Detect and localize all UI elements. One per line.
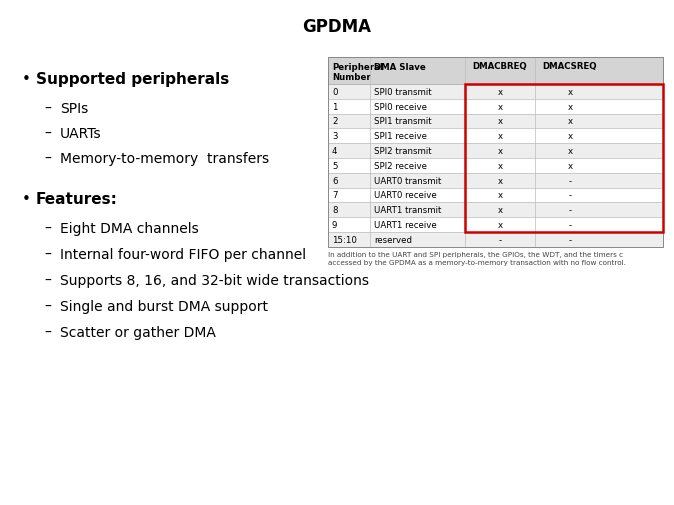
Bar bbox=[328, 218, 663, 232]
Text: 1: 1 bbox=[332, 103, 338, 112]
Text: x: x bbox=[568, 162, 572, 171]
Text: x: x bbox=[568, 88, 572, 97]
Bar bbox=[328, 159, 663, 173]
Text: Single and burst DMA support: Single and burst DMA support bbox=[60, 299, 268, 314]
Text: Features:: Features: bbox=[36, 191, 118, 207]
Bar bbox=[465, 85, 663, 232]
Text: SPI2 receive: SPI2 receive bbox=[374, 162, 427, 171]
Text: SPI1 transmit: SPI1 transmit bbox=[374, 117, 431, 126]
Text: Scatter or gather DMA: Scatter or gather DMA bbox=[60, 325, 216, 339]
Text: -: - bbox=[568, 235, 572, 244]
Bar bbox=[328, 114, 663, 129]
Text: reserved: reserved bbox=[374, 235, 412, 244]
Text: –: – bbox=[44, 102, 51, 116]
Text: –: – bbox=[44, 127, 51, 141]
Text: •: • bbox=[22, 191, 31, 207]
Bar bbox=[328, 58, 663, 85]
Text: 2: 2 bbox=[332, 117, 338, 126]
Text: DMACSREQ: DMACSREQ bbox=[543, 63, 597, 71]
Text: –: – bbox=[44, 274, 51, 287]
Text: SPI2 transmit: SPI2 transmit bbox=[374, 147, 431, 156]
Text: Peripheral
Number: Peripheral Number bbox=[332, 63, 383, 81]
Text: x: x bbox=[497, 88, 503, 97]
Text: 15:10: 15:10 bbox=[332, 235, 357, 244]
Text: UART1 receive: UART1 receive bbox=[374, 221, 437, 230]
Text: x: x bbox=[497, 176, 503, 185]
Text: In addition to the UART and SPI peripherals, the GPIOs, the WDT, and the timers : In addition to the UART and SPI peripher… bbox=[328, 251, 626, 265]
Text: 3: 3 bbox=[332, 132, 338, 141]
Text: 6: 6 bbox=[332, 176, 338, 185]
Text: Supported peripherals: Supported peripherals bbox=[36, 72, 229, 87]
Text: Internal four-word FIFO per channel: Internal four-word FIFO per channel bbox=[60, 247, 306, 262]
Text: x: x bbox=[497, 221, 503, 230]
Text: UART1 transmit: UART1 transmit bbox=[374, 206, 441, 215]
Text: x: x bbox=[568, 147, 572, 156]
Text: x: x bbox=[497, 132, 503, 141]
Text: x: x bbox=[568, 103, 572, 112]
Text: •: • bbox=[22, 72, 31, 87]
Bar bbox=[328, 203, 663, 218]
Text: DMACBREQ: DMACBREQ bbox=[472, 63, 527, 71]
Text: SPIs: SPIs bbox=[60, 102, 88, 116]
Bar bbox=[328, 129, 663, 144]
Text: -: - bbox=[568, 206, 572, 215]
Text: 9: 9 bbox=[332, 221, 338, 230]
Bar bbox=[328, 188, 663, 203]
Text: 0: 0 bbox=[332, 88, 338, 97]
Text: Memory-to-memory  transfers: Memory-to-memory transfers bbox=[60, 152, 269, 166]
Bar bbox=[328, 58, 663, 247]
Text: -: - bbox=[568, 176, 572, 185]
Text: SPI0 receive: SPI0 receive bbox=[374, 103, 427, 112]
Text: x: x bbox=[497, 162, 503, 171]
Text: -: - bbox=[499, 235, 501, 244]
Text: UARTs: UARTs bbox=[60, 127, 102, 141]
Text: Eight DMA channels: Eight DMA channels bbox=[60, 222, 199, 235]
Text: x: x bbox=[568, 117, 572, 126]
Text: –: – bbox=[44, 325, 51, 339]
Text: –: – bbox=[44, 152, 51, 166]
Text: -: - bbox=[568, 191, 572, 200]
Text: –: – bbox=[44, 299, 51, 314]
Bar bbox=[328, 173, 663, 188]
Text: 8: 8 bbox=[332, 206, 338, 215]
Text: GPDMA: GPDMA bbox=[303, 18, 371, 36]
Text: x: x bbox=[568, 132, 572, 141]
Text: UART0 transmit: UART0 transmit bbox=[374, 176, 441, 185]
Text: –: – bbox=[44, 222, 51, 235]
Bar bbox=[328, 85, 663, 99]
Text: x: x bbox=[497, 191, 503, 200]
Text: SPI1 receive: SPI1 receive bbox=[374, 132, 427, 141]
Text: x: x bbox=[497, 147, 503, 156]
Text: UART0 receive: UART0 receive bbox=[374, 191, 437, 200]
Text: x: x bbox=[497, 206, 503, 215]
Text: -: - bbox=[568, 221, 572, 230]
Text: SPI0 transmit: SPI0 transmit bbox=[374, 88, 431, 97]
Text: 5: 5 bbox=[332, 162, 338, 171]
Text: Supports 8, 16, and 32-bit wide transactions: Supports 8, 16, and 32-bit wide transact… bbox=[60, 274, 369, 287]
Bar bbox=[328, 99, 663, 114]
Text: x: x bbox=[497, 103, 503, 112]
Text: x: x bbox=[497, 117, 503, 126]
Bar bbox=[328, 232, 663, 247]
Text: 4: 4 bbox=[332, 147, 338, 156]
Text: 7: 7 bbox=[332, 191, 338, 200]
Bar bbox=[328, 144, 663, 159]
Text: –: – bbox=[44, 247, 51, 262]
Text: DMA Slave: DMA Slave bbox=[374, 63, 426, 71]
